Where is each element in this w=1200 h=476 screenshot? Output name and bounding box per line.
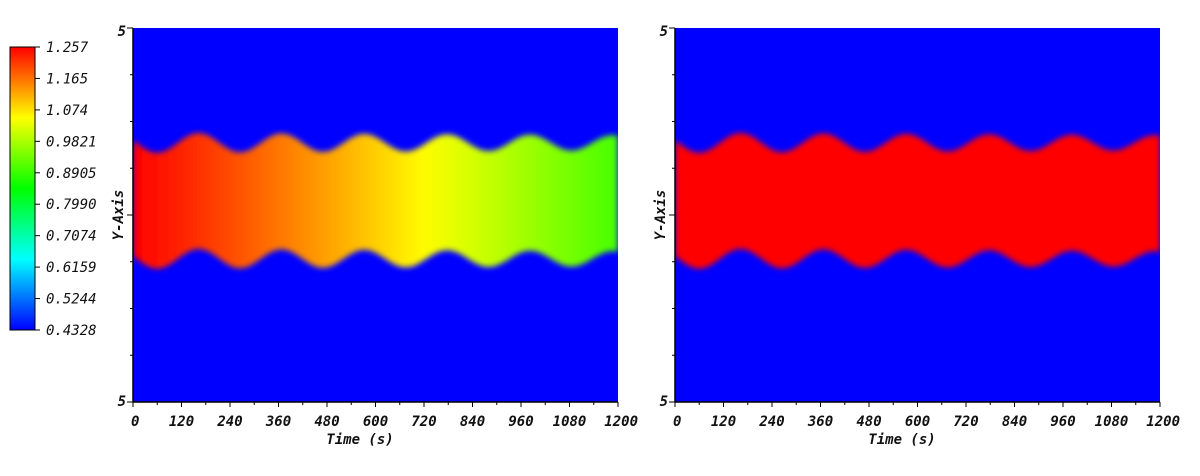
left-xtick-label: 960 <box>508 414 533 430</box>
left-xtick-label: 360 <box>265 414 291 430</box>
left-xtick-label: 120 <box>169 414 194 430</box>
left-panel: 0 120 240 360 480 600 720 840 960 1080 1200 5 5 Y-… <box>111 24 638 448</box>
left-ytick-top: 5 <box>118 24 126 40</box>
right-xtick-label: 1080 <box>1095 414 1129 430</box>
colorbar-ticks: 1.257 1.165 1.074 0.9821 0.8905 0.7990 0.7074 0… <box>35 40 97 339</box>
right-xtick-label: 960 <box>1050 414 1075 430</box>
colorbar-tick-label: 1.257 <box>46 40 89 56</box>
colorbar-tick-label: 0.7990 <box>46 197 97 213</box>
left-xtick-label: 240 <box>216 414 242 430</box>
left-xtick-label: 600 <box>363 414 388 430</box>
colorbar-tick-label: 0.8905 <box>46 166 97 182</box>
left-xtick-label: 720 <box>411 414 436 430</box>
left-xlabel: Time (s) <box>326 432 393 448</box>
colorbar-tick-label: 0.4328 <box>46 323 97 339</box>
left-axes: 0 120 240 360 480 600 720 840 960 1080 1200 <box>127 27 638 430</box>
right-xtick-label: 600 <box>905 414 930 430</box>
right-ylabel: Y-Axis <box>653 190 669 241</box>
colorbar-tick-label: 1.165 <box>46 71 88 87</box>
right-xlabel: Time (s) <box>868 432 935 448</box>
left-band <box>133 133 618 269</box>
colorbar-bar <box>9 46 36 331</box>
colorbar-tick-label: 0.6159 <box>46 260 97 276</box>
left-xtick-label: 1200 <box>604 414 638 430</box>
colorbar-tick-label: 0.7074 <box>46 229 97 245</box>
right-band <box>675 133 1160 269</box>
colorbar: 1.257 1.165 1.074 0.9821 0.8905 0.7990 0.7074 0… <box>9 40 97 339</box>
colorbar-tick-label: 0.5244 <box>46 292 97 308</box>
right-xtick-label: 1200 <box>1146 414 1180 430</box>
left-ytick-bottom: 5 <box>118 394 126 410</box>
colorbar-tick-label: 0.9821 <box>46 134 97 150</box>
colorbar-tick-label: 1.074 <box>46 103 88 119</box>
left-ylabel: Y-Axis <box>111 190 127 241</box>
right-xtick-label: 720 <box>953 414 978 430</box>
right-ytick-top: 5 <box>660 24 668 40</box>
right-xtick-label: 360 <box>807 414 833 430</box>
left-xtick-label: 0 <box>131 414 139 430</box>
left-band-group <box>133 133 618 269</box>
right-axes: 0 120 240 360 480 600 720 840 960 1080 1200 <box>669 27 1180 430</box>
right-xtick-label: 0 <box>673 414 681 430</box>
left-xtick-label: 1080 <box>553 414 587 430</box>
right-xtick-label: 120 <box>711 414 736 430</box>
right-xtick-label: 480 <box>856 414 881 430</box>
left-xtick-label: 480 <box>314 414 339 430</box>
right-xtick-label: 840 <box>1002 414 1027 430</box>
left-xtick-label: 840 <box>460 414 485 430</box>
right-band-group <box>675 133 1160 269</box>
right-ytick-bottom: 5 <box>660 394 668 410</box>
right-xtick-label: 240 <box>758 414 784 430</box>
right-panel: 0 120 240 360 480 600 720 840 960 1080 1200 5 5 Y-… <box>653 24 1180 448</box>
